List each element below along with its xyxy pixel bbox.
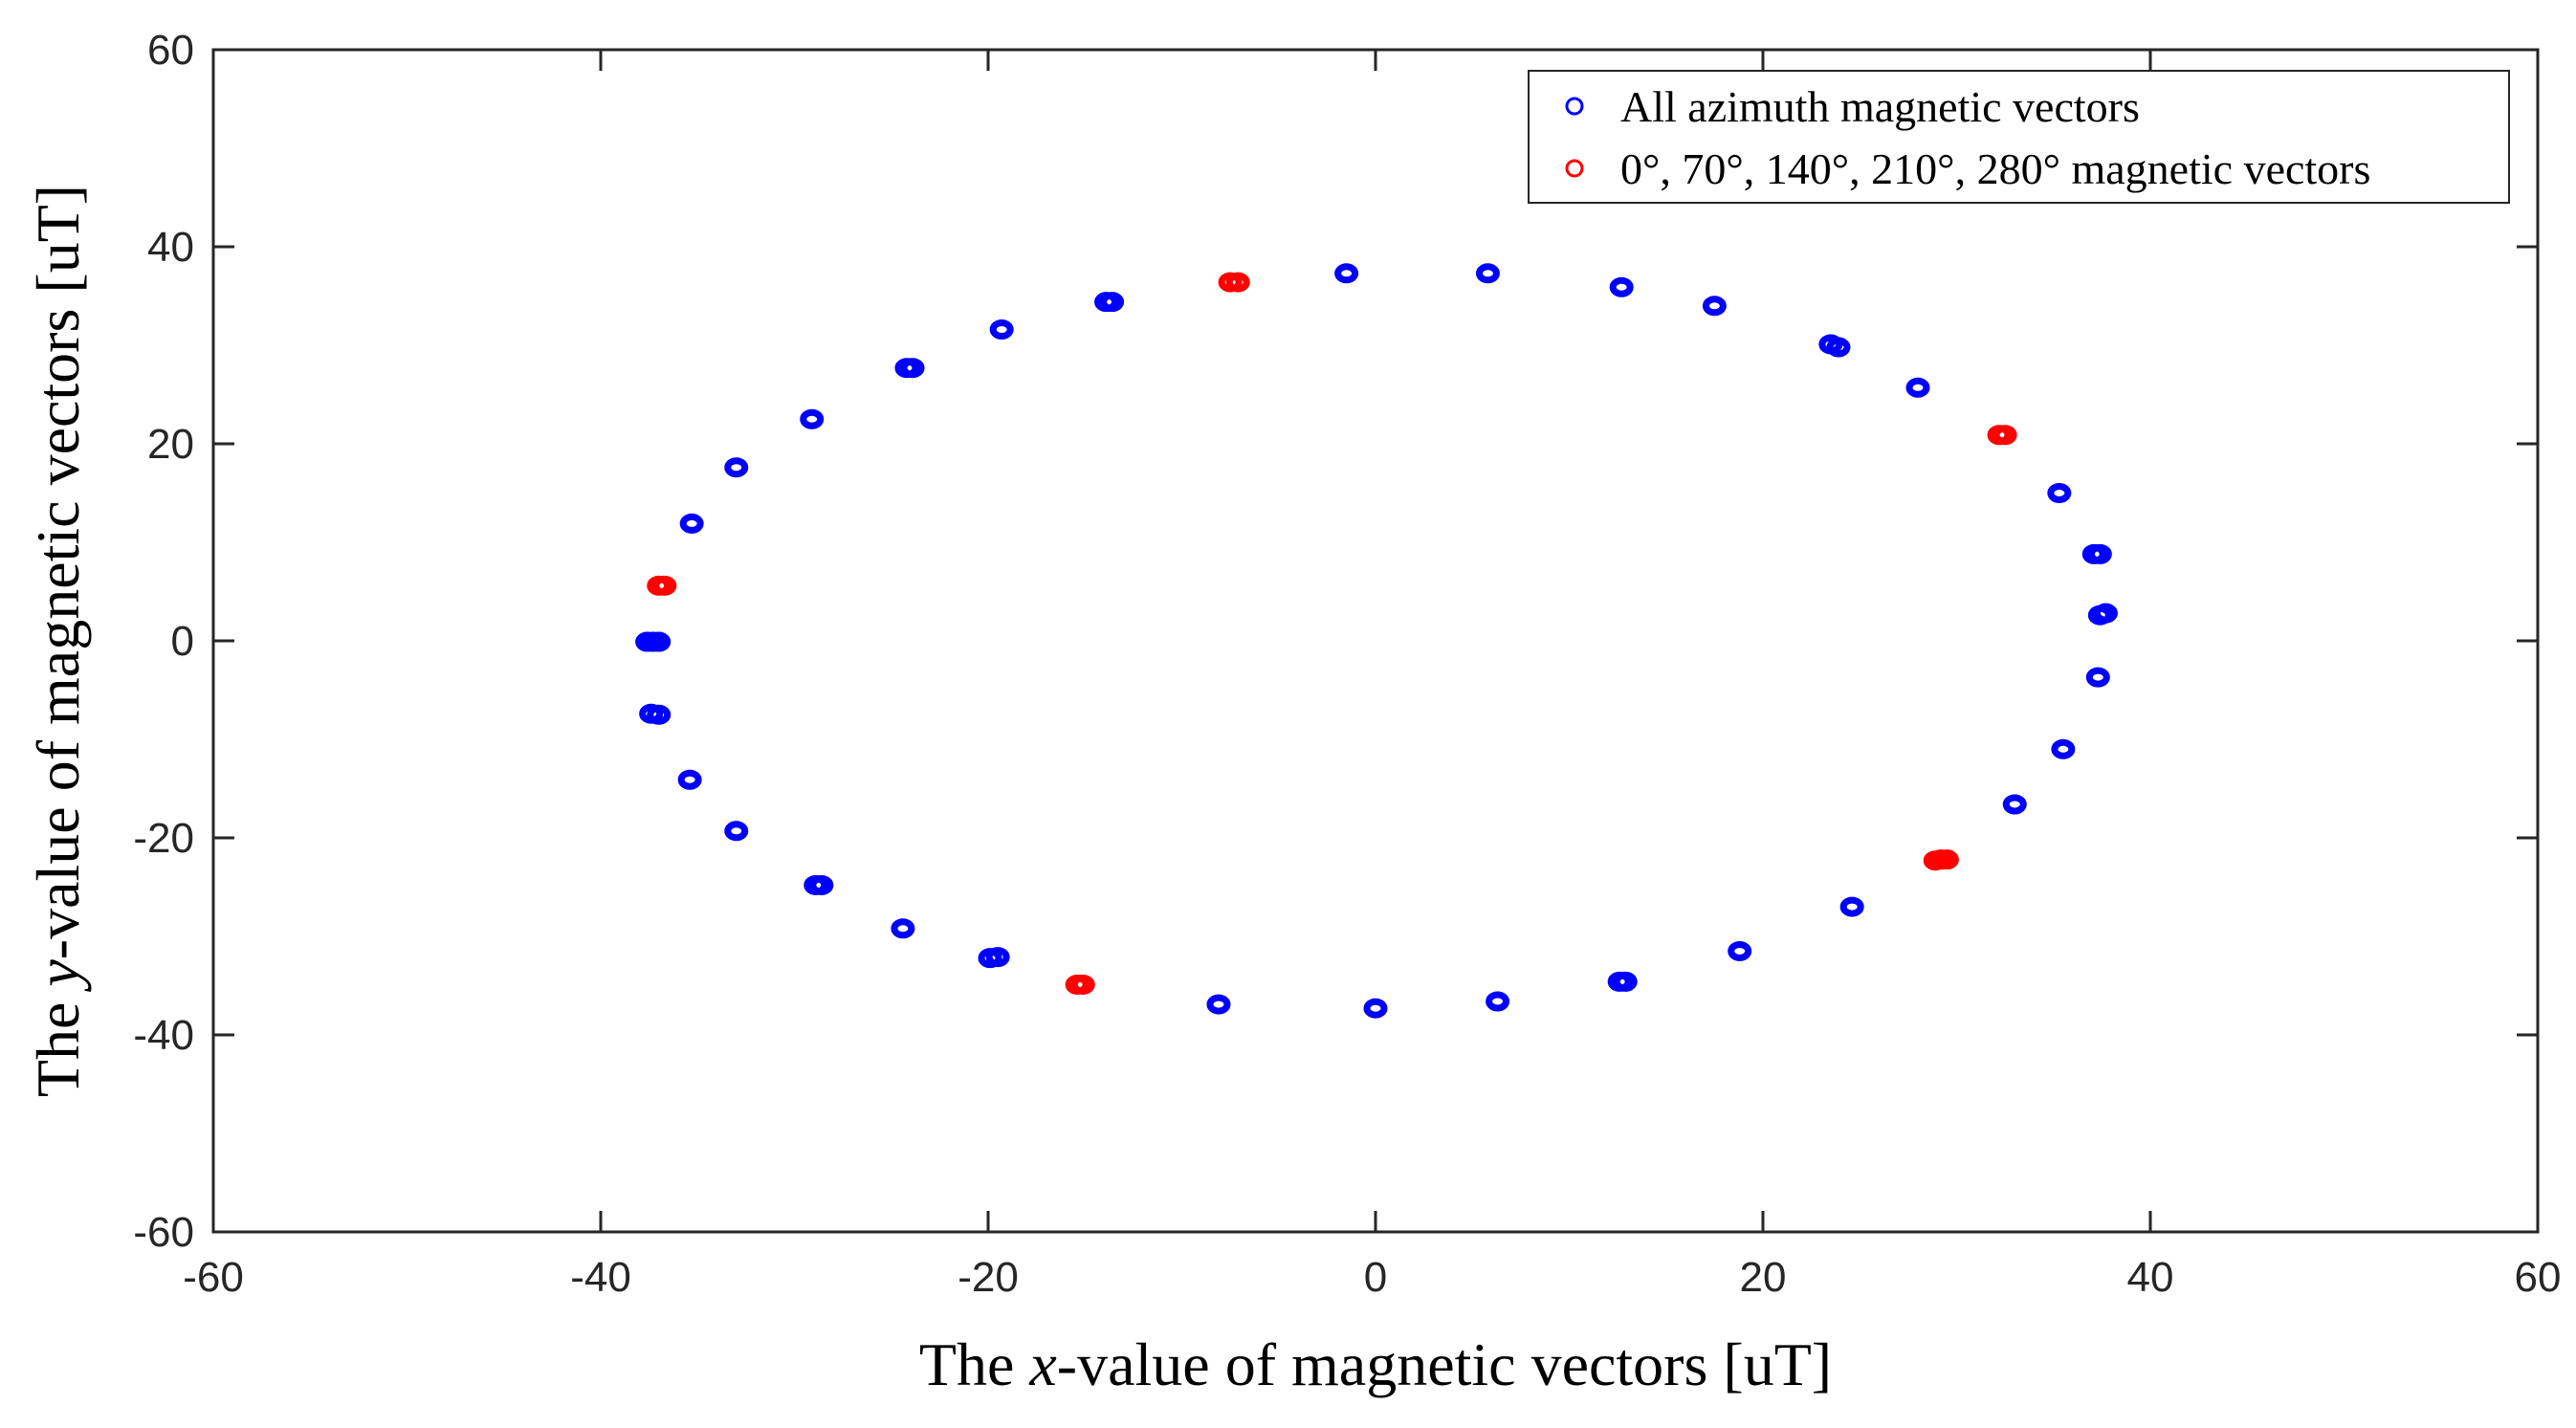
data-point-blue (1613, 971, 1638, 992)
data-point-red (1070, 974, 1095, 995)
data-point-blue (679, 513, 704, 534)
data-point-blue (900, 358, 925, 379)
data-point-blue (1609, 276, 1634, 297)
data-point-red (1934, 849, 1959, 870)
legend: All azimuth magnetic vectors 0°, 70°, 14… (1528, 70, 2510, 204)
data-point-blue (1702, 296, 1727, 317)
x-tick-label: -20 (958, 1254, 1019, 1301)
data-point-blue (1826, 337, 1851, 358)
data-points (635, 263, 2118, 1019)
data-point-blue (2085, 667, 2110, 688)
y-tick-label: -40 (133, 1012, 194, 1059)
x-tick-label: 40 (2127, 1254, 2174, 1301)
data-point-blue (2002, 794, 2027, 815)
x-axis-title: The x-value of magnetic vectors [uT] (919, 1330, 1832, 1398)
data-point-blue (724, 821, 749, 842)
y-tick-label: 0 (171, 618, 194, 665)
legend-label-all-azimuth: All azimuth magnetic vectors (1620, 82, 2140, 131)
data-point-blue (2047, 483, 2072, 503)
y-axis-title: The y-value of magnetic vectors [uT] (24, 185, 92, 1097)
data-point-blue (1206, 994, 1231, 1015)
data-point-red (1225, 272, 1250, 293)
data-point-blue (989, 319, 1014, 341)
data-point-blue (647, 631, 672, 652)
y-tick-label: 60 (147, 27, 194, 74)
plot-area (211, 48, 2540, 1234)
x-tick-label: 60 (2515, 1254, 2562, 1301)
data-point-blue (1475, 263, 1500, 284)
y-tick-label: -20 (133, 815, 194, 862)
data-point-blue (978, 948, 1002, 969)
y-axis-ticks: -60 -40 -20 0 20 40 60 (133, 27, 2538, 1256)
x-tick-label: 20 (1740, 1254, 1787, 1301)
legend-marker-all-azimuth (1565, 97, 1584, 116)
x-axis-ticks: -60 -40 -20 0 20 40 60 (183, 50, 2561, 1301)
x-tick-label: -60 (183, 1254, 244, 1301)
legend-marker-selected-angles (1565, 159, 1584, 178)
x-tick-label: 0 (1364, 1254, 1387, 1301)
data-point-blue (2087, 543, 2112, 564)
data-point-blue (677, 769, 702, 790)
data-point-blue (2093, 603, 2118, 624)
data-point-blue (1839, 896, 1864, 917)
y-tick-label: 20 (147, 421, 194, 468)
data-point-blue (800, 408, 825, 429)
data-point-blue (639, 703, 664, 724)
x-tick-label: -40 (570, 1254, 631, 1301)
data-point-blue (1100, 292, 1125, 313)
data-point-red (1993, 425, 2017, 446)
legend-label-selected-angles: 0°, 70°, 140°, 210°, 280° magnetic vecto… (1620, 144, 2370, 193)
legend-box (1528, 70, 2510, 204)
data-point-blue (1363, 998, 1388, 1019)
data-point-blue (1334, 263, 1359, 284)
data-point-blue (724, 457, 749, 478)
data-point-blue (1905, 377, 1930, 398)
y-tick-label: 40 (147, 224, 194, 271)
data-point-blue (891, 918, 915, 939)
data-point-blue (809, 874, 834, 895)
y-tick-label: -60 (133, 1209, 194, 1256)
data-point-blue (1728, 940, 1752, 961)
series-0 (635, 263, 2118, 1019)
series-1 (647, 272, 2017, 995)
data-point-red (652, 575, 677, 596)
data-point-blue (1486, 991, 1510, 1012)
data-point-blue (2051, 738, 2076, 759)
